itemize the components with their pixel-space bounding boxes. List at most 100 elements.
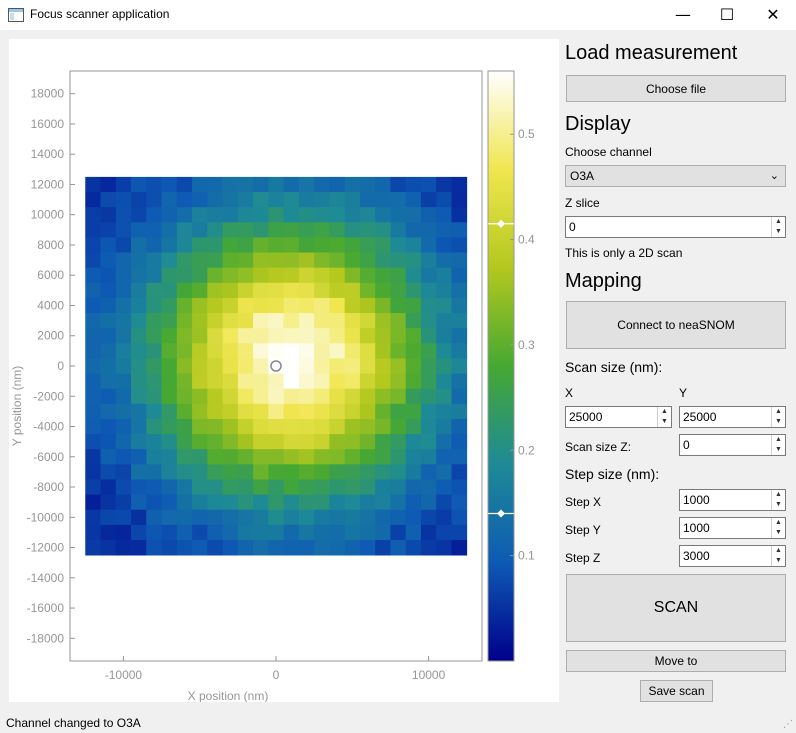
spin-up-icon[interactable]: ▲ (775, 491, 782, 498)
heatmap-cell (436, 313, 452, 329)
z-slice-spinbox[interactable]: 0 ▲ ▼ (565, 216, 786, 238)
position-marker[interactable] (270, 360, 282, 372)
spin-up-icon[interactable]: ▲ (775, 218, 782, 225)
heatmap-cell (390, 539, 407, 556)
heatmap-cell (451, 297, 468, 314)
heatmap-cell (359, 434, 376, 450)
heatmap-cell (237, 192, 254, 208)
heatmap-cell (375, 388, 391, 405)
plot-panel: -10000 0 10000 18000 16000 14000 12000 10000 80… (9, 39, 559, 702)
heatmap-cell (451, 403, 468, 420)
colorbar-level-handle[interactable] (497, 219, 505, 228)
resize-grip-icon[interactable]: ⋰ (783, 719, 793, 730)
heatmap-cell (207, 297, 223, 314)
heatmap-cell (451, 282, 468, 299)
spin-down-icon[interactable]: ▼ (775, 529, 782, 536)
step-y-spinbox[interactable]: 1000 ▲ ▼ (679, 517, 786, 539)
heatmap-cell (375, 176, 391, 193)
colorbar-level-handle[interactable] (497, 509, 505, 518)
heatmap-cell (375, 358, 391, 374)
choose-file-button[interactable]: Choose file (566, 75, 786, 102)
heatmap-cell (298, 207, 315, 223)
maximize-button[interactable]: ☐ (719, 5, 735, 24)
scan-size-x-value: 25000 (569, 410, 603, 424)
heatmap-cell (161, 388, 178, 405)
heatmap-cell (420, 539, 437, 556)
heatmap-cell (329, 176, 346, 193)
heatmap-cell (115, 222, 132, 238)
heatmap-cell (344, 509, 361, 526)
heatmap-cell (146, 252, 162, 269)
heatmap-cell (115, 282, 132, 299)
heatmap-cell (390, 373, 407, 390)
heatmap-cell (131, 373, 147, 390)
heatmap-cell (192, 343, 208, 359)
spin-down-icon[interactable]: ▼ (775, 418, 782, 425)
scan-y-label: Y (679, 386, 688, 400)
heatmap-cell (420, 449, 437, 465)
heatmap-cell (314, 479, 330, 495)
heatmap-cell (283, 313, 300, 329)
heatmap-cell (85, 373, 101, 390)
heatmap-cell (298, 418, 315, 435)
heatmap-cell (161, 358, 178, 374)
heatmap-cell (237, 388, 254, 405)
heatmap-cell (436, 509, 452, 526)
connect-neasnom-button[interactable]: Connect to neaSNOM (566, 301, 786, 349)
move-to-button[interactable]: Move to (566, 650, 786, 672)
scan-size-z-spinbox[interactable]: 0 ▲ ▼ (679, 434, 786, 456)
heatmap-cell (237, 358, 254, 374)
minimize-button[interactable]: — (675, 5, 691, 24)
step-x-spinbox[interactable]: 1000 ▲ ▼ (679, 489, 786, 511)
heatmap-cell (207, 267, 223, 284)
close-button[interactable]: ✕ (766, 5, 780, 24)
heatmap-cell (207, 494, 223, 511)
spin-up-icon[interactable]: ▲ (775, 408, 782, 415)
spin-up-icon[interactable]: ▲ (775, 436, 782, 443)
heatmap-cell (420, 464, 437, 480)
spin-down-icon[interactable]: ▼ (775, 446, 782, 453)
heatmap-cell (268, 343, 285, 359)
step-z-spinbox[interactable]: 3000 ▲ ▼ (679, 545, 786, 567)
heatmap-cell (115, 297, 132, 314)
heatmap-cell (375, 509, 391, 526)
channel-select[interactable]: O3A ⌄ (565, 165, 786, 187)
heatmap-cell (344, 373, 361, 390)
scan-size-x-spinbox[interactable]: 25000 ▲ ▼ (565, 406, 672, 428)
spin-down-icon[interactable]: ▼ (775, 557, 782, 564)
heatmap-cell (176, 297, 193, 314)
heatmap-cell (359, 192, 376, 208)
heatmap-cell (298, 373, 315, 390)
heatmap-cell (222, 373, 239, 390)
heatmap-cell (314, 509, 330, 526)
heatmap-cell (115, 494, 132, 511)
heatmap-cell (436, 176, 452, 193)
heatmap-cell (146, 403, 162, 420)
heatmap-cell (344, 418, 361, 435)
heatmap-cell (207, 449, 223, 465)
heatmap-cell (115, 192, 132, 208)
heatmap-cell (420, 313, 437, 329)
heatmap-cell (344, 237, 361, 253)
scan-button[interactable]: SCAN (566, 574, 786, 642)
heatmap-cell (222, 449, 239, 465)
heatmap-cell (176, 267, 193, 284)
spin-down-icon[interactable]: ▼ (775, 501, 782, 508)
heatmap-cell (176, 373, 193, 390)
heatmap-cell (451, 207, 468, 223)
scan-size-y-spinbox[interactable]: 25000 ▲ ▼ (679, 406, 786, 428)
heatmap-cell (298, 388, 315, 405)
heatmap-cell (314, 237, 330, 253)
spin-up-icon[interactable]: ▲ (661, 408, 668, 415)
heatmap-cell (283, 494, 300, 511)
heatmap-plot[interactable]: -10000 0 10000 18000 16000 14000 12000 10000 80… (9, 39, 559, 702)
heatmap-cell (344, 539, 361, 556)
spin-down-icon[interactable]: ▼ (775, 228, 782, 235)
spin-down-icon[interactable]: ▼ (661, 418, 668, 425)
heatmap-cell (192, 434, 208, 450)
save-scan-button[interactable]: Save scan (640, 680, 713, 702)
spin-up-icon[interactable]: ▲ (775, 519, 782, 526)
heatmap-cell (222, 252, 239, 269)
spin-up-icon[interactable]: ▲ (775, 547, 782, 554)
heatmap-cell (100, 464, 117, 480)
